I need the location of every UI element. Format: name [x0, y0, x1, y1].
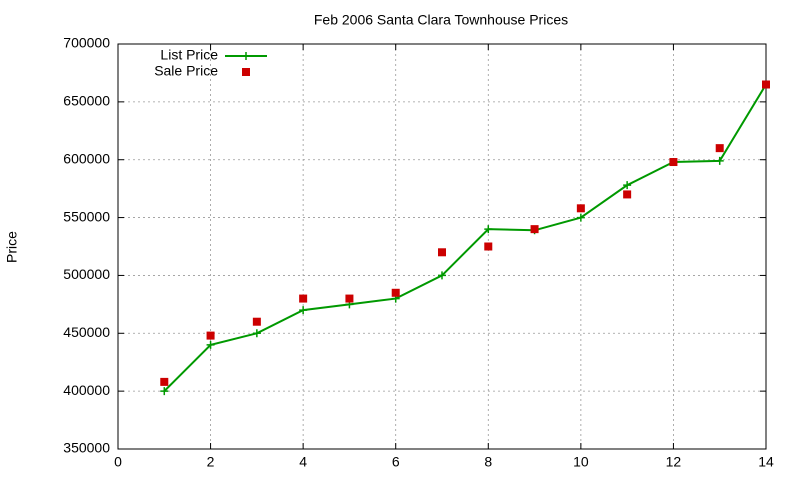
legend-label: Sale Price: [154, 63, 218, 79]
point-marker: [576, 204, 585, 213]
point-marker: [576, 213, 585, 222]
x-tick-label: 12: [666, 454, 682, 470]
point-marker: [484, 225, 493, 234]
y-tick-label: 500000: [63, 266, 110, 282]
point-marker: [391, 288, 400, 297]
point-marker: [160, 387, 169, 396]
point-marker: [715, 144, 724, 153]
point-marker: [623, 190, 632, 199]
point-marker: [206, 331, 215, 340]
point-marker: [160, 377, 169, 386]
chart-title: Feb 2006 Santa Clara Townhouse Prices: [314, 12, 568, 28]
y-tick-label: 700000: [63, 35, 110, 51]
point-marker: [345, 294, 354, 303]
point-marker: [252, 329, 261, 338]
series-line: [163, 83, 767, 392]
x-tick-label: 0: [114, 454, 122, 470]
x-tick-label: 2: [207, 454, 215, 470]
x-tick-label: 10: [573, 454, 589, 470]
point-marker: [242, 68, 250, 76]
y-axis-label: Price: [4, 231, 20, 263]
y-tick-label: 650000: [63, 93, 110, 109]
point-marker: [299, 306, 308, 315]
point-marker: [715, 156, 724, 165]
point-marker: [438, 271, 446, 280]
point-marker: [484, 242, 493, 251]
plot-border: [117, 43, 767, 450]
y-tick-label: 550000: [63, 208, 110, 224]
x-tick-label: 6: [392, 454, 400, 470]
y-tick-label: 350000: [63, 440, 110, 456]
point-marker: [623, 181, 632, 190]
point-marker: [206, 340, 215, 349]
x-tick-label: 4: [299, 454, 307, 470]
x-tick-label: 14: [758, 454, 774, 470]
point-marker: [438, 248, 446, 257]
y-tick-label: 450000: [63, 324, 110, 340]
y-tick-label: 400000: [63, 382, 110, 398]
legend-label: List Price: [160, 47, 218, 63]
x-tick-label: 8: [484, 454, 492, 470]
point-marker: [669, 158, 678, 167]
point-marker: [299, 294, 308, 303]
point-marker: [252, 317, 261, 326]
y-tick-label: 600000: [63, 150, 110, 166]
point-marker: [242, 52, 250, 60]
point-marker: [530, 225, 539, 234]
point-marker: [762, 80, 770, 89]
